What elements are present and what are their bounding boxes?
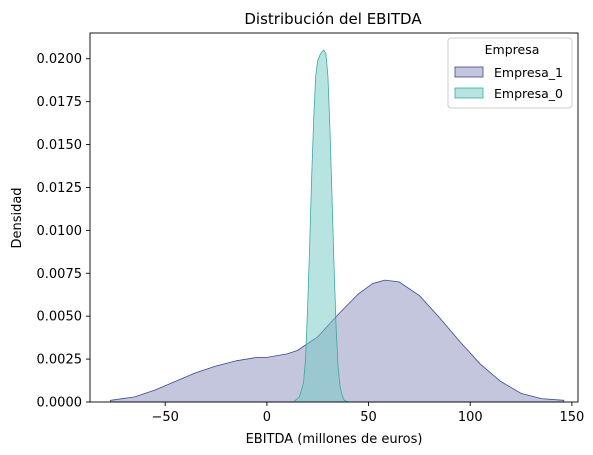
x-axis-ticks: −50 0 50 100 150	[152, 402, 584, 425]
x-tick-label: −50	[152, 410, 179, 425]
y-tick-label: 0.0075	[37, 267, 83, 282]
x-axis-label: EBITDA (millones de euros)	[246, 432, 423, 447]
legend: Empresa Empresa_1 Empresa_0	[447, 37, 573, 109]
legend-label-empresa-0: Empresa_0	[494, 86, 563, 101]
y-tick-label: 0.0050	[37, 310, 83, 325]
y-axis-label: Densidad	[10, 187, 25, 248]
legend-label-empresa-1: Empresa_1	[494, 65, 563, 80]
x-tick-label: 100	[458, 410, 483, 425]
plot-frame	[89, 32, 579, 403]
y-tick-label: 0.0175	[37, 95, 83, 110]
x-tick-label: 150	[559, 410, 584, 425]
y-tick-label: 0.0200	[37, 52, 83, 67]
y-axis-ticks: 0.0000 0.0025 0.0050 0.0075 0.0100 0.0125 0.01…	[37, 52, 90, 411]
legend-swatch-empresa-1	[454, 66, 484, 78]
x-tick-label: 50	[360, 410, 377, 425]
legend-title: Empresa	[485, 42, 540, 57]
y-tick-label: 0.0150	[37, 138, 83, 153]
x-tick-label: 0	[263, 410, 271, 425]
y-tick-label: 0.0025	[37, 353, 83, 368]
legend-swatch-empresa-0	[454, 87, 484, 99]
density-area-empresa-0	[292, 49, 349, 403]
y-tick-label: 0.0125	[37, 181, 83, 196]
y-tick-label: 0.0100	[37, 224, 83, 239]
chart-title: Distribución del EBITDA	[244, 10, 422, 28]
y-tick-label: 0.0000	[37, 396, 83, 411]
density-series-layer	[109, 49, 565, 403]
